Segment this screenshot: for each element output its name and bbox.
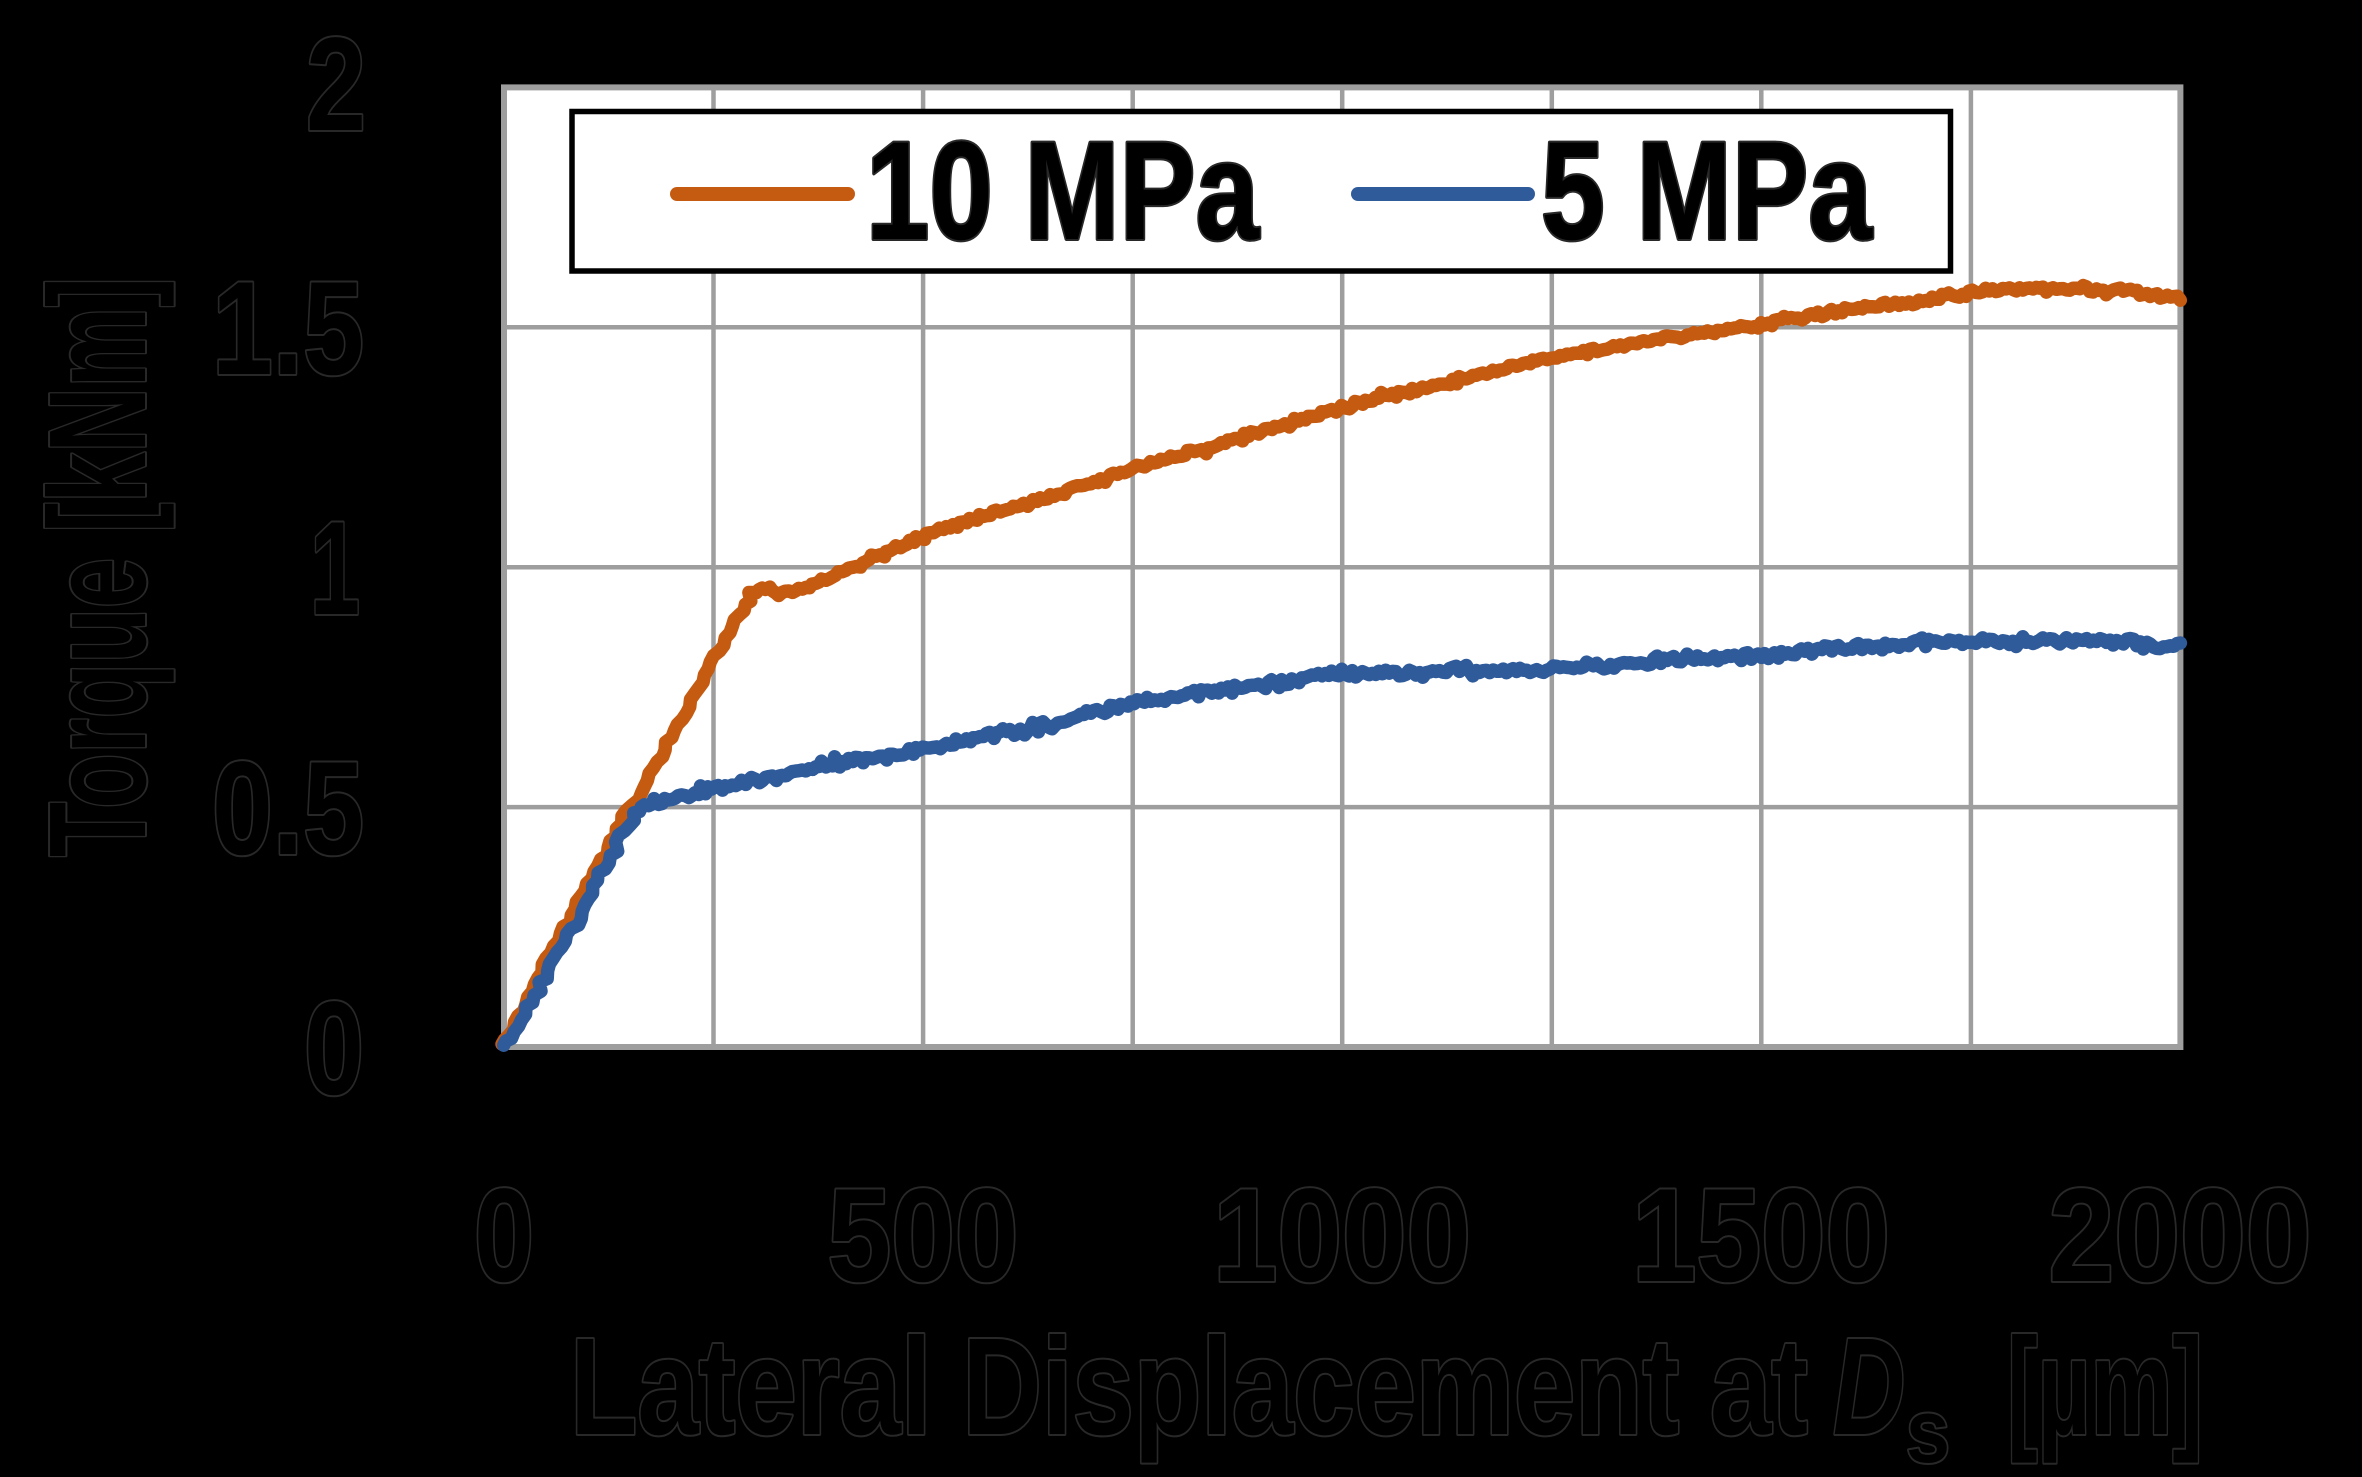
svg-text:D: D [1833, 1310, 1905, 1464]
svg-text:2000: 2000 [2049, 1162, 2312, 1310]
svg-text:[µm]: [µm] [2007, 1310, 2203, 1464]
svg-text:1000: 1000 [1213, 1162, 1471, 1310]
svg-text:s: s [1906, 1382, 1950, 1477]
svg-text:10 MPa: 10 MPa [866, 112, 1260, 269]
svg-text:Torque [kNm]: Torque [kNm] [21, 277, 175, 857]
svg-text:2: 2 [306, 11, 366, 159]
svg-text:0: 0 [304, 975, 364, 1123]
svg-text:1500: 1500 [1632, 1162, 1890, 1310]
svg-text:1: 1 [310, 495, 360, 643]
svg-text:0: 0 [474, 1162, 534, 1310]
svg-text:500: 500 [828, 1162, 1019, 1310]
svg-text:Lateral Displacement at: Lateral Displacement at [570, 1310, 1808, 1464]
svg-text:1.5: 1.5 [212, 255, 364, 403]
svg-text:5 MPa: 5 MPa [1541, 112, 1873, 269]
svg-text:0.5: 0.5 [212, 735, 364, 883]
